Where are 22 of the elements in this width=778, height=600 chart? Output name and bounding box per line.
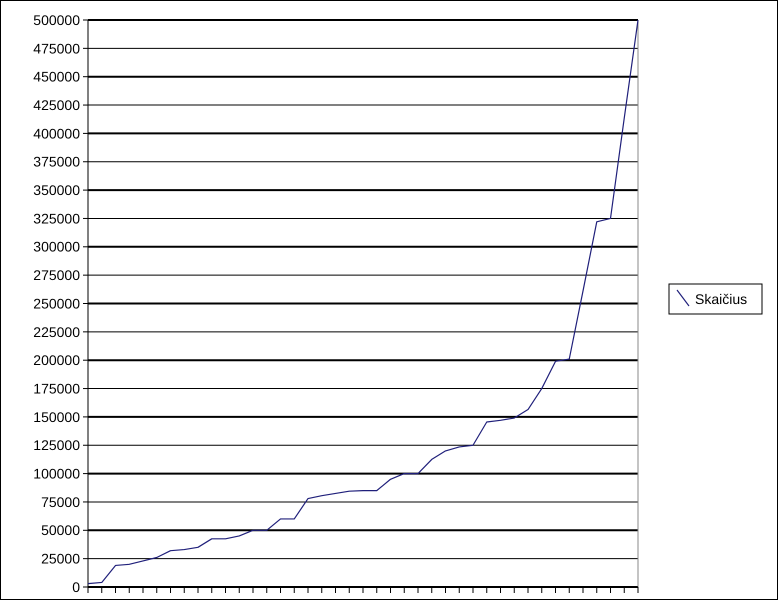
y-tick-label: 250000 xyxy=(33,295,80,312)
y-tick-label: 500000 xyxy=(33,12,80,28)
y-tick-label: 175000 xyxy=(33,380,80,396)
y-tick-label: 425000 xyxy=(33,96,80,113)
legend-label: Skaičius xyxy=(695,291,748,307)
y-tick-label: 300000 xyxy=(33,238,80,255)
y-tick-label: 400000 xyxy=(33,125,80,142)
y-tick-label: 150000 xyxy=(33,408,80,425)
y-tick-label: 25000 xyxy=(41,550,80,567)
y-tick-label: 225000 xyxy=(33,324,80,340)
y-tick-label: 100000 xyxy=(33,466,80,482)
y-tick-label: 375000 xyxy=(33,154,80,170)
y-tick-label: 275000 xyxy=(33,267,80,284)
y-tick-label: 450000 xyxy=(33,68,80,85)
y-tick-label: 75000 xyxy=(41,494,80,510)
y-tick-label: 200000 xyxy=(33,352,80,368)
y-tick-label: 325000 xyxy=(33,210,80,226)
y-tick-label: 350000 xyxy=(33,182,80,198)
y-tick-label: 475000 xyxy=(33,40,80,56)
y-tick-label: 125000 xyxy=(33,437,80,454)
y-tick-label: 50000 xyxy=(41,522,80,538)
y-tick-label: 0 xyxy=(72,578,80,595)
